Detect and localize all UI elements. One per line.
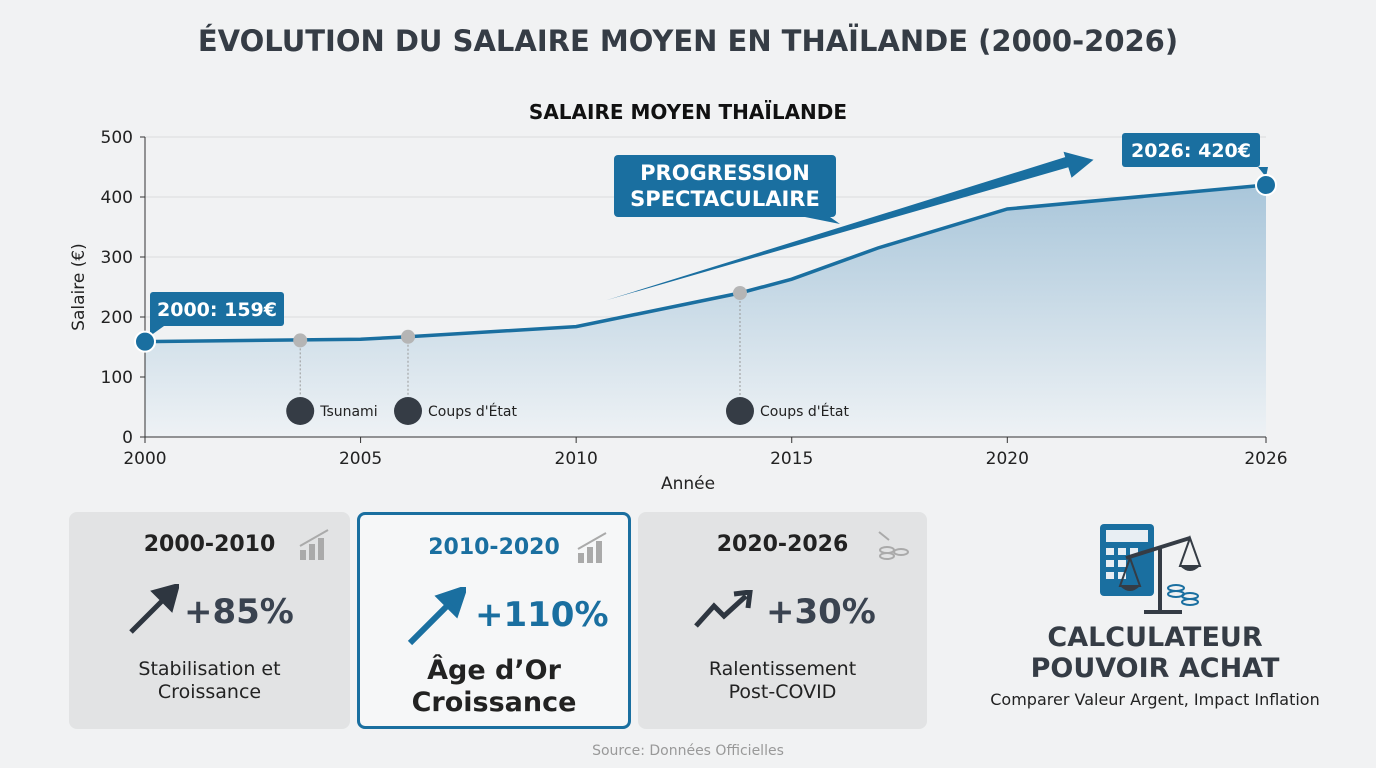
arrow-up-right-icon bbox=[407, 587, 466, 646]
x-axis-label: Année bbox=[661, 474, 715, 494]
x-tick-label: 2020 bbox=[986, 449, 1029, 469]
y-axis-label: Salaire (€) bbox=[69, 243, 89, 331]
y-tick-label: 200 bbox=[101, 308, 133, 328]
y-tick-label: 0 bbox=[122, 428, 133, 448]
event-marker bbox=[401, 329, 416, 344]
endpoint-marker bbox=[134, 330, 156, 353]
wave-icon bbox=[286, 397, 315, 425]
event-label: Tsunami bbox=[319, 404, 377, 420]
x-tick-label: 2010 bbox=[555, 449, 598, 469]
card-desc: Ralentissement Post-COVID bbox=[708, 658, 857, 703]
area-fill bbox=[145, 185, 1266, 437]
callout-box bbox=[150, 292, 284, 326]
callout-label: 2000: 159€ bbox=[157, 299, 277, 321]
event-marker bbox=[732, 286, 747, 300]
card-change: +85% bbox=[184, 592, 294, 632]
salary-chart: SALAIRE MOYEN THAÏLANDE 0 100 200 300 400 500 2… bbox=[69, 100, 1288, 494]
trend-label: PROGRESSION bbox=[640, 161, 810, 185]
card-desc: Stabilisation et Croissance bbox=[138, 658, 281, 703]
endpoint-marker bbox=[1255, 174, 1277, 196]
trend-label: SPECTACULAIRE bbox=[630, 187, 820, 211]
y-tick-label: 500 bbox=[101, 128, 133, 148]
card-period: 2000-2010 bbox=[143, 532, 276, 557]
calculator-title: CALCULATEUR POUVOIR ACHAT bbox=[1030, 622, 1280, 684]
trend-arrow-shaft bbox=[606, 155, 1074, 301]
arrow-up-right-icon bbox=[129, 584, 179, 634]
calculator-subtitle: Comparer Valeur Argent, Impact Inflation bbox=[990, 690, 1320, 709]
callout-label: 2026: 420€ bbox=[1131, 140, 1251, 162]
callout-pointer bbox=[150, 312, 164, 336]
x-tick-label: 2015 bbox=[770, 449, 813, 469]
card-change: +30% bbox=[766, 592, 876, 632]
bar-chart-icon bbox=[299, 529, 329, 560]
page-title: ÉVOLUTION DU SALAIRE MOYEN EN THAÏLANDE … bbox=[197, 24, 1179, 58]
card-desc: Âge d’Or Croissance bbox=[411, 655, 577, 718]
callout-box bbox=[1122, 133, 1260, 167]
y-tick-label: 300 bbox=[101, 248, 133, 268]
card-2010-2020: 2010-2020 +110% Âge d’Or Croissance bbox=[357, 512, 631, 729]
x-tick-label: 2000 bbox=[123, 449, 166, 469]
gavel-icon bbox=[394, 397, 423, 425]
trend-arrow-head bbox=[1063, 151, 1094, 178]
x-tick-label: 2026 bbox=[1244, 449, 1287, 469]
y-tick-label: 100 bbox=[101, 368, 133, 388]
card-2000-2010: 2000-2010 +85% Stabilisation et Croissanc… bbox=[69, 512, 350, 729]
card-change: +110% bbox=[475, 595, 609, 635]
card-2020-2026: 2020-2026 +30% Ralentissement Post-COVID bbox=[638, 512, 927, 729]
y-tick-label: 400 bbox=[101, 188, 133, 208]
event-label: Coups d'État bbox=[428, 403, 517, 420]
x-tick-label: 2005 bbox=[339, 449, 382, 469]
source-note: Source: Données Officielles bbox=[592, 743, 784, 759]
trend-label-pointer bbox=[800, 210, 840, 224]
bar-chart-icon bbox=[577, 532, 607, 563]
event-marker bbox=[293, 333, 308, 348]
trend-label-box bbox=[614, 155, 836, 217]
calculator-scale-icon bbox=[1100, 524, 1202, 614]
gavel-icon bbox=[725, 397, 754, 425]
coins-down-icon bbox=[878, 531, 909, 560]
card-period: 2020-2026 bbox=[716, 532, 849, 557]
purchasing-power-calculator[interactable]: CALCULATEUR POUVOIR ACHAT Comparer Valeur… bbox=[960, 520, 1350, 709]
trend-up-icon bbox=[694, 590, 753, 628]
card-period: 2010-2020 bbox=[428, 535, 560, 560]
event-label: Coups d'État bbox=[760, 403, 849, 420]
chart-title: SALAIRE MOYEN THAÏLANDE bbox=[529, 100, 847, 124]
